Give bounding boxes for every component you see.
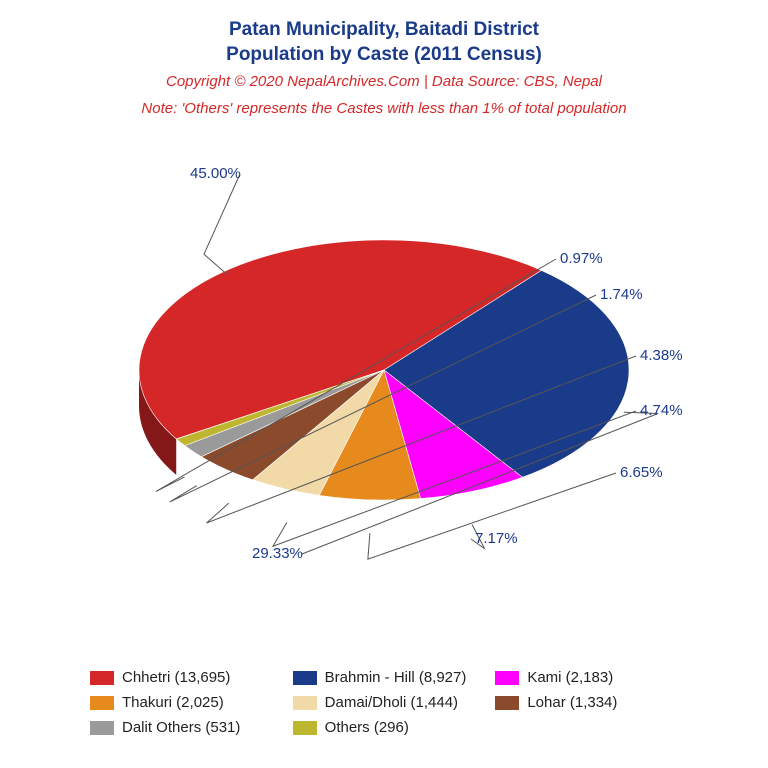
- legend-swatch: [293, 721, 317, 735]
- legend-swatch: [293, 671, 317, 685]
- legend-label: Lohar (1,334): [527, 694, 617, 711]
- legend-item: Chhetri (13,695): [90, 669, 285, 686]
- legend-item: Thakuri (2,025): [90, 694, 285, 711]
- pct-label: 4.74%: [640, 402, 683, 419]
- legend-swatch: [495, 671, 519, 685]
- pct-label: 6.65%: [620, 464, 663, 481]
- legend-item: Damai/Dholi (1,444): [293, 694, 488, 711]
- pct-label: 29.33%: [252, 545, 303, 562]
- pct-label: 0.97%: [560, 250, 603, 267]
- legend-item: Others (296): [293, 719, 488, 736]
- pct-label: 45.00%: [190, 165, 241, 182]
- legend-swatch: [90, 696, 114, 710]
- pie-chart: 45.00%29.33%7.17%6.65%4.74%4.38%1.74%0.9…: [0, 170, 768, 590]
- legend-item: Brahmin - Hill (8,927): [293, 669, 488, 686]
- legend-label: Brahmin - Hill (8,927): [325, 669, 467, 686]
- legend-swatch: [495, 696, 519, 710]
- note-text: Note: 'Others' represents the Castes wit…: [0, 100, 768, 117]
- legend-label: Kami (2,183): [527, 669, 613, 686]
- pct-label: 7.17%: [475, 530, 518, 547]
- title-line-2: Population by Caste (2011 Census): [0, 43, 768, 68]
- legend-item: Lohar (1,334): [495, 694, 690, 711]
- legend: Chhetri (13,695) Brahmin - Hill (8,927) Ka…: [90, 669, 690, 736]
- pct-label: 1.74%: [600, 286, 643, 303]
- legend-item: Dalit Others (531): [90, 719, 285, 736]
- title-line-1: Patan Municipality, Baitadi District: [0, 18, 768, 43]
- legend-label: Dalit Others (531): [122, 719, 240, 736]
- legend-label: Damai/Dholi (1,444): [325, 694, 458, 711]
- legend-label: Others (296): [325, 719, 409, 736]
- copyright-text: Copyright © 2020 NepalArchives.Com | Dat…: [0, 73, 768, 90]
- legend-item: Kami (2,183): [495, 669, 690, 686]
- legend-swatch: [293, 696, 317, 710]
- legend-swatch: [90, 721, 114, 735]
- pct-label: 4.38%: [640, 347, 683, 364]
- legend-swatch: [90, 671, 114, 685]
- legend-label: Thakuri (2,025): [122, 694, 224, 711]
- legend-label: Chhetri (13,695): [122, 669, 230, 686]
